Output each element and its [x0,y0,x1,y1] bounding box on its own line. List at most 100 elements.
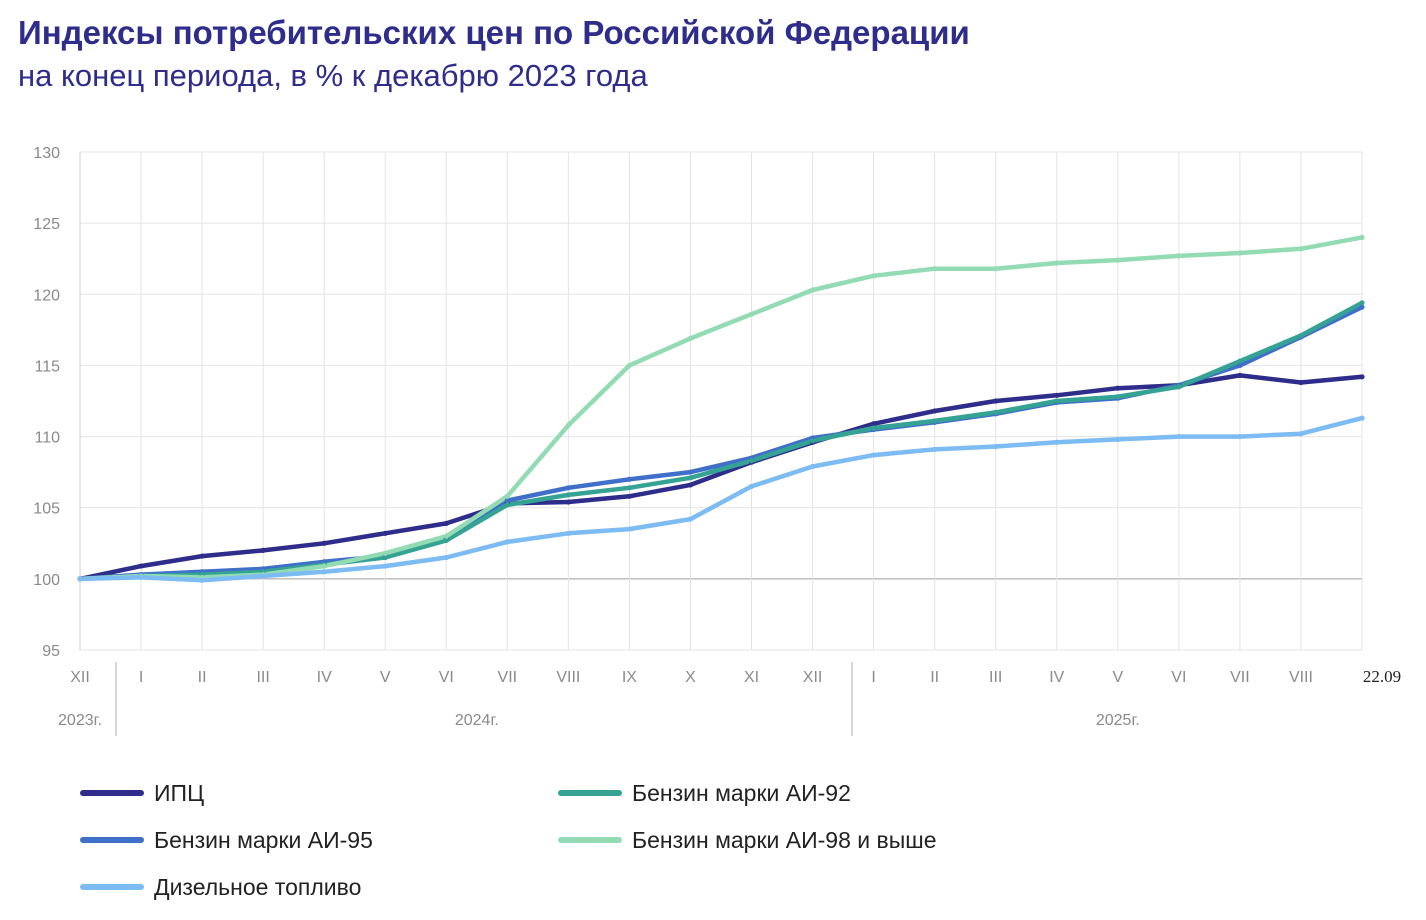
x-tick-label-3: III [256,669,269,686]
x-tick-label-20: VIII [1289,669,1313,686]
series-points [77,234,1365,583]
data-point-s2-6 [443,537,449,544]
x-tick-label-6: VI [439,669,454,686]
data-point-s4-12 [809,463,816,470]
data-point-s4-21 [1359,415,1365,421]
x-tick-label-12: XII [803,669,823,686]
data-point-s2-16 [1054,398,1060,404]
data-point-s3-8 [565,422,571,428]
y-tick-label-100: 100 [33,572,60,589]
data-point-s0-8 [565,499,571,505]
x-tick-label-15: III [989,669,1002,686]
data-point-s4-7 [504,539,510,545]
y-tick-label-115: 115 [34,358,60,375]
data-point-s4-1 [138,574,144,581]
series-line-1 [77,304,1365,582]
x-tick-label-0: XII [70,669,90,686]
data-point-s2-9 [626,485,633,491]
data-point-s3-6 [443,533,449,539]
data-point-s4-16 [1054,439,1060,445]
data-point-s2-11 [748,458,755,464]
data-point-s0-2 [199,553,205,559]
data-point-s0-21 [1359,374,1365,380]
x-tick-label-21: 22.09 [1363,667,1401,686]
data-point-s4-6 [443,554,449,561]
data-point-s2-18 [1176,384,1182,390]
data-point-s4-15 [993,443,999,450]
data-point-s0-20 [1298,379,1304,386]
y-tick-label-120: 120 [33,287,60,304]
data-point-s3-18 [1176,253,1182,259]
chart-subtitle: на конец периода, в % к декабрю 2023 год… [18,58,648,93]
series-line-2 [77,300,1365,582]
data-point-s1-9 [626,476,633,482]
data-point-s4-20 [1298,431,1304,437]
data-point-s3-20 [1298,246,1304,252]
data-point-s1-8 [565,485,571,491]
chart-title: Индексы потребительских цен по Российско… [18,14,970,51]
data-point-s2-17 [1115,394,1121,400]
data-point-s3-19 [1237,250,1243,256]
x-tick-label-10: X [685,669,696,686]
data-point-s1-19 [1237,362,1243,369]
data-point-s4-13 [871,452,877,458]
data-point-s0-13 [871,421,877,427]
data-point-s3-7 [504,493,510,499]
data-point-s0-17 [1115,385,1121,391]
data-point-s4-17 [1115,436,1121,443]
data-point-s3-17 [1115,257,1121,263]
data-point-s3-10 [687,335,694,341]
y-tick-label-110: 110 [34,430,60,447]
data-point-s4-18 [1176,433,1182,440]
data-point-s3-14 [932,266,938,272]
data-point-s4-19 [1237,433,1243,440]
data-point-s4-4 [321,569,327,575]
data-point-s2-19 [1237,358,1243,364]
data-point-s4-0 [77,576,83,582]
year-label-2: 2025г. [1096,712,1140,729]
data-point-s0-5 [382,530,388,536]
year-label-0: 2023г. [58,712,102,729]
data-point-s2-7 [504,502,510,508]
data-point-s3-15 [993,266,999,272]
data-point-s4-3 [260,573,266,579]
data-point-s2-13 [871,425,877,431]
data-point-s1-10 [687,469,694,475]
data-point-s2-12 [809,438,816,444]
data-point-s1-21 [1359,304,1365,310]
y-tick-label-95: 95 [42,643,60,660]
x-tick-label-1: I [139,669,143,686]
data-point-s4-2 [199,577,205,583]
data-point-s2-10 [687,475,694,481]
data-point-s0-19 [1237,372,1243,378]
data-point-s0-3 [260,547,266,554]
data-point-s2-21 [1359,300,1365,306]
data-point-s3-5 [382,550,388,556]
data-point-s3-9 [626,362,633,369]
data-point-s1-7 [504,498,510,504]
y-tick-label-130: 130 [33,145,60,162]
series-line-4 [77,415,1365,583]
data-point-s0-15 [993,398,999,404]
data-point-s0-16 [1054,392,1060,398]
data-point-s2-14 [932,418,938,424]
year-label-1: 2024г. [455,712,499,729]
data-point-s4-11 [748,483,755,489]
series-lines [77,235,1365,583]
x-tick-label-14: II [930,669,939,686]
x-tick-label-19: VII [1230,669,1250,686]
y-tick-label-105: 105 [33,501,60,518]
data-point-s2-20 [1298,332,1304,339]
data-point-s4-8 [565,530,571,536]
data-point-s4-14 [932,446,938,452]
data-point-s2-5 [382,554,388,561]
data-point-s0-1 [138,563,144,569]
x-tick-label-16: IV [1049,669,1064,686]
grid [79,151,1363,651]
x-tick-label-8: VIII [556,669,580,686]
x-tick-label-11: XI [744,669,759,686]
series-line-3 [77,235,1365,582]
y-tick-label-125: 125 [33,216,60,233]
x-tick-label-7: VII [498,669,518,686]
